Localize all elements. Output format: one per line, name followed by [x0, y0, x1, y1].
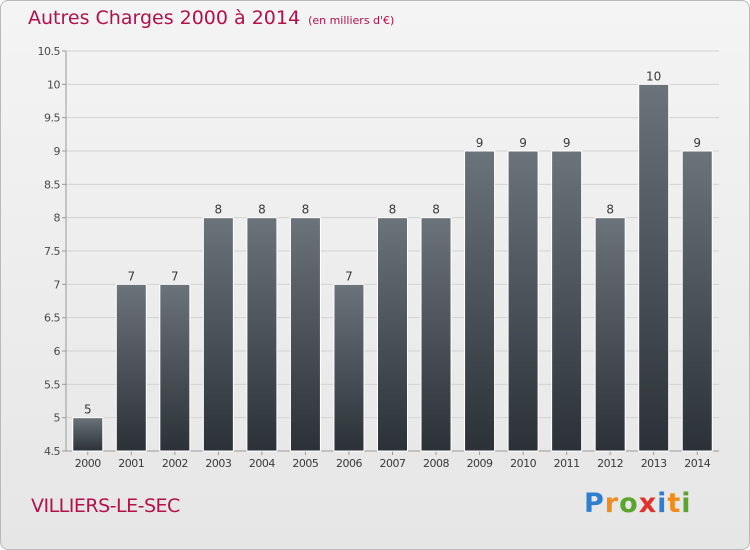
- y-tick-label: 8: [54, 212, 61, 225]
- bar-2005: [289, 217, 321, 452]
- data-label: 7: [127, 269, 135, 283]
- data-label: 7: [345, 269, 353, 283]
- bar-2012: [594, 217, 626, 452]
- commune-name: VILLIERS-LE-SEC: [31, 495, 180, 517]
- bar-2007: [377, 217, 408, 452]
- bar-2008: [420, 217, 452, 452]
- chart-title-main: Autres Charges 2000 à 2014: [28, 7, 301, 29]
- bar-2001: [115, 283, 147, 452]
- x-tick-label: 2007: [380, 457, 406, 470]
- y-tick-label: 6.5: [44, 312, 60, 325]
- logo-letter: i: [657, 488, 668, 519]
- bar-2014: [681, 150, 713, 452]
- data-label: 9: [519, 136, 527, 150]
- bars: [72, 83, 713, 452]
- bar-2010: [507, 150, 539, 452]
- data-label: 8: [606, 203, 614, 217]
- bar-2002: [159, 283, 191, 452]
- bar-2013: [638, 83, 670, 452]
- x-tick-label: 2012: [597, 457, 623, 470]
- data-label: 10: [646, 69, 661, 83]
- y-tick-label: 9.5: [44, 112, 60, 125]
- data-label: 8: [389, 203, 397, 217]
- x-tick-label: 2000: [75, 457, 101, 470]
- data-label: 9: [476, 136, 484, 150]
- data-labels: 5 7 7 8 8 8 7 8 8 9 9 9 8 10 9: [84, 69, 701, 416]
- x-tick-label: 2008: [423, 457, 449, 470]
- data-label: 8: [302, 203, 310, 217]
- y-tick-label: 5: [54, 412, 61, 425]
- x-tick-label: 2001: [118, 457, 144, 470]
- proxiti-logo: Proxiti: [584, 488, 692, 519]
- x-tick-label: 2006: [336, 457, 362, 470]
- x-tick-label: 2003: [205, 457, 231, 470]
- data-label: 9: [693, 136, 701, 150]
- bar-2009: [464, 150, 496, 452]
- y-tick-label: 4.5: [44, 445, 60, 458]
- logo-letter: P: [584, 488, 605, 519]
- y-tick-label: 5.5: [44, 378, 60, 391]
- x-tick-label: 2014: [684, 457, 710, 470]
- y-tick-label: 7.5: [44, 245, 60, 258]
- data-label: 8: [258, 203, 266, 217]
- logo-letter: x: [638, 488, 658, 519]
- y-tick-label: 10.5: [38, 45, 61, 58]
- bar-2004: [246, 217, 278, 452]
- x-tick-label: 2005: [292, 457, 318, 470]
- data-label: 7: [171, 269, 179, 283]
- logo-letter: t: [667, 488, 682, 519]
- data-label: 9: [563, 136, 571, 150]
- bar-2003: [202, 217, 234, 452]
- x-tick-label: 2011: [554, 457, 580, 470]
- bar-2000: [72, 417, 104, 452]
- logo-letter: r: [604, 488, 620, 519]
- x-tick-label: 2004: [249, 457, 275, 470]
- logo-letter: i: [681, 488, 692, 519]
- bar-2011: [551, 150, 583, 452]
- x-tick-label: 2002: [162, 457, 188, 470]
- chart-title: Autres Charges 2000 à 2014 (en milliers d…: [28, 7, 394, 29]
- chart-title-unit: (en milliers d'€): [308, 14, 395, 27]
- bar-2006: [333, 283, 365, 452]
- x-tick-label: 2013: [641, 457, 667, 470]
- x-tick-label: 2009: [467, 457, 493, 470]
- y-tick-label: 8.5: [44, 178, 60, 191]
- y-tick-label: 6: [54, 345, 61, 358]
- logo-letter: o: [619, 488, 639, 519]
- data-label: 8: [432, 203, 440, 217]
- data-label: 5: [84, 403, 92, 417]
- y-tick-label: 9: [54, 145, 61, 158]
- y-tick-label: 10: [47, 78, 60, 91]
- data-label: 8: [215, 203, 223, 217]
- y-tick-label: 7: [54, 278, 61, 291]
- x-tick-label: 2010: [510, 457, 536, 470]
